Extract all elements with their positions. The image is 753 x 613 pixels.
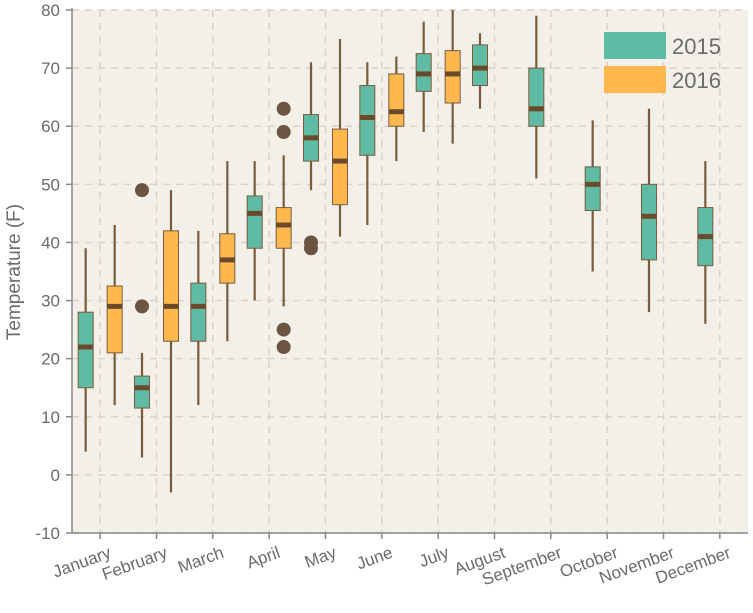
box-2016-april	[275, 101, 292, 355]
box-2016-july	[444, 10, 461, 144]
box	[106, 285, 123, 354]
y-tick-label: 10	[41, 408, 60, 427]
box-2015-july	[415, 21, 432, 133]
x-tick-label: May	[302, 543, 339, 572]
box-2015-september	[528, 15, 545, 179]
box	[472, 44, 488, 87]
x-tick-label: June	[354, 543, 395, 573]
outlier-point	[135, 299, 149, 314]
y-tick-label: 20	[41, 350, 60, 369]
x-tick-label: March	[175, 543, 226, 577]
box	[246, 195, 263, 249]
box	[77, 311, 94, 389]
box-2015-april	[246, 161, 263, 301]
box-2016-march	[219, 161, 236, 342]
legend-swatch-2016	[604, 66, 666, 93]
box	[528, 67, 545, 127]
box	[641, 183, 657, 261]
plot-background	[72, 10, 748, 533]
legend-label-2016: 2016	[672, 68, 721, 93]
box	[332, 128, 348, 206]
box	[134, 375, 150, 409]
grid-lines	[72, 9, 748, 534]
box-2015-march	[190, 230, 207, 406]
y-tick-label: 80	[41, 1, 60, 20]
box	[584, 166, 601, 211]
x-tick-label: February	[99, 543, 170, 584]
box	[190, 282, 207, 342]
box-2015-august	[472, 33, 488, 109]
legend-swatch-2015	[604, 32, 666, 59]
box-2015-october	[584, 120, 601, 272]
y-tick-label: 30	[41, 292, 60, 311]
outlier-point	[276, 101, 291, 116]
y-tick-label: 50	[41, 175, 60, 194]
y-tick-label: 70	[41, 59, 60, 78]
box	[444, 50, 461, 104]
box-2015-may	[303, 62, 319, 256]
box-2015-january	[77, 248, 94, 452]
box-2016-february	[163, 190, 179, 493]
box-2015-december	[697, 161, 714, 324]
y-tick-label: 40	[41, 233, 60, 252]
outlier-point	[135, 183, 149, 198]
box	[275, 207, 292, 249]
box-2016-january	[106, 225, 123, 406]
legend-label-2015: 2015	[672, 34, 721, 59]
y-tick-label: 60	[41, 117, 60, 136]
y-axis-label: Temperature (F)	[4, 204, 25, 340]
box-2015-june	[359, 62, 376, 226]
x-tick-label: July	[417, 543, 452, 571]
outlier-point	[304, 241, 318, 256]
box-series	[77, 10, 714, 493]
x-tick-label: April	[244, 543, 282, 572]
box	[163, 230, 179, 342]
box-2015-november	[641, 108, 657, 313]
box	[388, 73, 405, 127]
box-2016-june	[388, 56, 405, 162]
y-tick-label: 0	[51, 466, 60, 485]
legend: 2015 2016	[604, 32, 721, 93]
outlier-point	[276, 340, 291, 355]
y-tick-label: -10	[35, 524, 60, 543]
box-2016-may	[332, 39, 348, 237]
outlier-point	[276, 322, 291, 337]
box	[359, 85, 376, 156]
box-2015-february	[134, 183, 150, 458]
outlier-point	[276, 125, 291, 140]
